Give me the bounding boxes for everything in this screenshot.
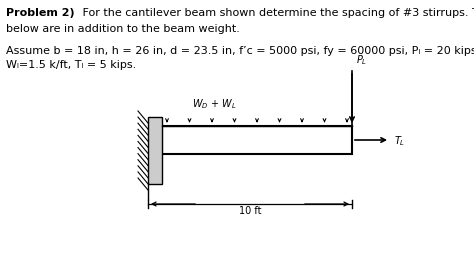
Bar	[148, 118, 162, 184]
Text: $P_L$: $P_L$	[356, 53, 367, 67]
Text: Problem 2): Problem 2)	[6, 8, 74, 18]
Text: Wₗ=1.5 k/ft, Tₗ = 5 kips.: Wₗ=1.5 k/ft, Tₗ = 5 kips.	[6, 60, 136, 70]
Text: below are in addition to the beam weight.: below are in addition to the beam weight…	[6, 24, 240, 34]
Text: $W_D$ + $W_L$: $W_D$ + $W_L$	[192, 97, 237, 110]
Bar	[162, 126, 352, 154]
Text: $T_L$: $T_L$	[394, 134, 405, 147]
Text: For the cantilever beam shown determine the spacing of #3 stirrups. The loads gi: For the cantilever beam shown determine …	[79, 8, 474, 18]
Text: 10 ft: 10 ft	[239, 205, 261, 215]
Text: Assume b = 18 in, h = 26 in, d = 23.5 in, f’c = 5000 psi, fy = 60000 psi, Pₗ = 2: Assume b = 18 in, h = 26 in, d = 23.5 in…	[6, 46, 474, 56]
